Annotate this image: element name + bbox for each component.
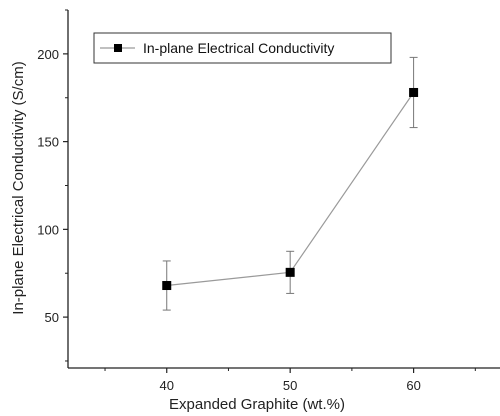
data-point — [409, 87, 419, 97]
y-tick-label: 150 — [37, 135, 59, 150]
y-tick-label: 200 — [37, 47, 59, 62]
tick-labels: 50 100 150 200 40 50 60 — [37, 47, 421, 393]
x-tick-label: 50 — [283, 378, 297, 393]
data-point — [285, 267, 295, 277]
axes — [67, 10, 500, 369]
x-tick-label: 60 — [406, 378, 420, 393]
legend-marker — [114, 44, 122, 52]
legend-box — [93, 32, 392, 64]
plot-area — [162, 56, 419, 311]
x-tick-label: 40 — [160, 378, 174, 393]
legend: In-plane Electrical Conductivity — [93, 32, 392, 64]
y-tick-label: 50 — [45, 310, 59, 325]
ticks — [63, 9, 476, 373]
x-axis-title: Expanded Graphite (wt.%) — [169, 396, 345, 413]
y-axis-title: In-plane Electrical Conductivity (S/cm) — [10, 61, 27, 314]
data-point — [162, 281, 172, 291]
y-tick-label: 100 — [37, 222, 59, 237]
legend-label: In-plane Electrical Conductivity — [143, 40, 334, 56]
